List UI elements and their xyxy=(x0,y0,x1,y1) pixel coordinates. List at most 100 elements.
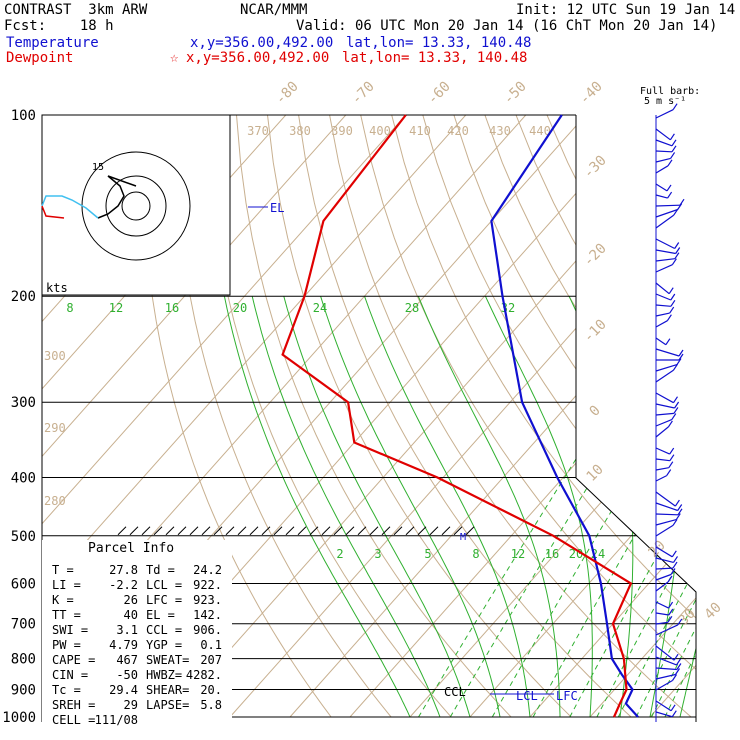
wind-barb xyxy=(655,601,669,609)
parcel-value: 923. xyxy=(193,593,222,607)
parcel-key: Td = xyxy=(146,563,175,577)
freezing-hatch xyxy=(237,526,247,536)
dry-adiabat-line xyxy=(702,115,740,717)
parcel-key: LFC = xyxy=(146,593,182,607)
theta-label: 440 xyxy=(529,124,551,138)
wind-barb xyxy=(655,447,670,455)
wind-barb-flag xyxy=(676,658,681,666)
m-marker: M xyxy=(460,532,466,543)
wind-barb-flag xyxy=(677,203,683,210)
wind-barb xyxy=(655,458,670,462)
wind-barb xyxy=(655,403,675,409)
wind-barb xyxy=(655,157,671,163)
freezing-hatch xyxy=(261,526,271,536)
temperature-tick-label: -60 xyxy=(425,79,454,108)
temperature-tick-label: 40 xyxy=(702,600,725,623)
mixing-ratio-label: 5 xyxy=(424,547,431,561)
temperature-profile-line xyxy=(490,114,639,718)
pressure-label: 400 xyxy=(11,470,36,486)
freezing-hatch xyxy=(153,526,163,536)
wind-barb xyxy=(655,475,667,482)
wind-barb-flag xyxy=(674,252,680,260)
freezing-hatch xyxy=(441,526,451,536)
isotherm-line xyxy=(169,115,696,718)
wind-barb-flag xyxy=(677,508,683,516)
dry-adiabat-line xyxy=(141,115,332,718)
dewpoint-coords: x,y=356.00,492.00 xyxy=(186,50,330,66)
parcel-key: TT = xyxy=(52,608,81,622)
wind-barb-flag xyxy=(670,704,676,712)
dry-adiabat-line xyxy=(267,115,572,718)
wind-barb-flag xyxy=(666,469,672,476)
wind-barb xyxy=(655,320,668,328)
mixing-ratio-label: 20 xyxy=(569,547,583,561)
wind-barb xyxy=(655,238,675,250)
freezing-hatch xyxy=(177,526,187,536)
freezing-hatch xyxy=(285,526,295,536)
wind-barb xyxy=(655,128,671,141)
wind-barb xyxy=(655,258,675,262)
mixing-ratio-label: 12 xyxy=(109,301,123,315)
moist-adiabat-line xyxy=(417,296,561,717)
hodograph-frame xyxy=(41,114,231,296)
temperature-tick-label: -30 xyxy=(581,153,610,182)
wind-barb xyxy=(655,426,669,438)
parcel-value: 27.8 xyxy=(109,563,138,577)
dry-adiabat-line xyxy=(733,115,740,717)
parcel-key: SHEAR= xyxy=(146,683,189,697)
wind-barb xyxy=(655,673,676,680)
org-label: NCAR/MMM xyxy=(240,2,308,18)
theta-label: 410 xyxy=(409,124,431,138)
temperature-tick-label: -80 xyxy=(273,79,302,108)
parcel-key: SREH = xyxy=(52,698,95,712)
parcel-value: 111/08 xyxy=(95,713,138,727)
wind-barb xyxy=(655,194,668,199)
dry-adiabat-line xyxy=(391,115,696,718)
freezing-hatch xyxy=(429,526,439,536)
wind-barb-flag xyxy=(667,191,673,199)
dry-adiabat-line xyxy=(515,115,696,718)
theta-label: 300 xyxy=(44,349,66,363)
parcel-value: 467 xyxy=(116,653,138,667)
freezing-hatch xyxy=(165,526,175,536)
wind-barb-flag xyxy=(676,358,682,365)
freezing-hatch xyxy=(213,526,223,536)
wind-barb-flag xyxy=(670,568,676,575)
wind-barb-flag xyxy=(675,247,681,254)
parcel-value: -2.2 xyxy=(109,578,138,592)
wind-barb-flag xyxy=(670,293,676,301)
temperature-tick-label: 20 xyxy=(646,538,669,561)
theta-label: 420 xyxy=(447,124,469,138)
wind-barb-flag xyxy=(674,499,680,507)
mixing-ratio-label: 8 xyxy=(66,301,73,315)
moist-adiabat-line xyxy=(283,296,471,718)
parcel-value: 4282. xyxy=(186,668,222,682)
wind-barb xyxy=(655,183,668,192)
mixing-ratio-line xyxy=(664,295,696,718)
wind-barb xyxy=(655,337,667,346)
parcel-key: SWI = xyxy=(52,623,88,637)
dry-adiabat-line xyxy=(329,115,692,718)
dry-adiabat-line xyxy=(360,115,696,718)
freezing-hatch xyxy=(249,526,259,536)
dewpoint-profile-line xyxy=(281,114,633,718)
wind-barb xyxy=(655,214,675,229)
isotherm-line xyxy=(42,115,467,718)
wind-barb-flag xyxy=(670,152,676,159)
dewpoint-legend: Dewpoint xyxy=(6,50,74,66)
wind-barb-flag xyxy=(673,208,679,216)
parcel-key: LAPSE= xyxy=(146,698,189,712)
wind-barb-flag xyxy=(668,461,674,469)
freezing-hatch xyxy=(465,526,475,536)
isotherm-line xyxy=(710,115,740,717)
wind-barb xyxy=(655,581,669,592)
wind-barb-flag xyxy=(671,145,677,153)
wind-barb-flag xyxy=(678,353,684,361)
parcel-key: LI = xyxy=(52,578,81,592)
theta-label: 400 xyxy=(369,124,391,138)
parcel-key: CELL = xyxy=(52,713,95,727)
wind-barb-flag xyxy=(675,513,681,520)
wind-barb-flag xyxy=(672,674,677,681)
